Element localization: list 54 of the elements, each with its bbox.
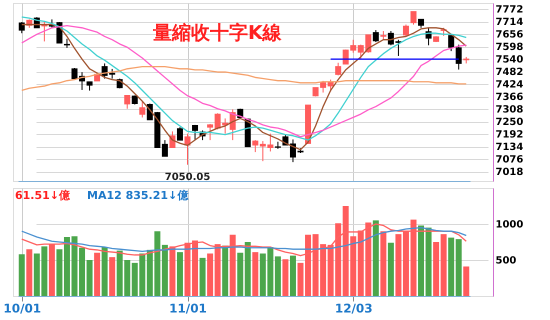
candlestick: [335, 62, 342, 76]
bar: [290, 256, 296, 296]
candlestick: [410, 11, 416, 26]
candlestick: [192, 124, 198, 141]
y-tick-label: 7598: [496, 42, 524, 54]
annotation: 61.51↓億: [15, 189, 72, 202]
bar: [244, 242, 251, 296]
candlestick: [176, 126, 183, 141]
line-series: [21, 66, 467, 92]
y-tick-label: 7076: [496, 154, 524, 166]
bar: [380, 231, 386, 296]
bar: [372, 220, 379, 296]
y-tick-label: 7134: [496, 142, 524, 154]
bar: [252, 252, 258, 296]
y-tick-label: 7250: [496, 117, 524, 128]
bar: [94, 252, 100, 296]
bar: [222, 246, 228, 296]
x-tick-label: 11/01: [169, 302, 207, 316]
y-tick-label: 7308: [496, 104, 524, 116]
y-tick-label: 7540: [496, 54, 524, 66]
candlestick: [448, 35, 454, 52]
x-tick-label: 10/01: [3, 302, 42, 316]
bar: [388, 242, 394, 296]
annotation: 7050.05: [164, 172, 210, 183]
bar: [463, 266, 470, 296]
bar: [200, 258, 206, 296]
bar: [282, 259, 288, 296]
y-tick-label: 7018: [496, 167, 524, 178]
candlestick: [41, 21, 48, 42]
bar: [109, 257, 116, 296]
y-tick-label: 1000: [496, 220, 524, 230]
annotation: 量縮收十字K線: [152, 22, 283, 44]
candlestick: [64, 38, 70, 48]
y-tick-label: 7366: [496, 92, 524, 104]
candlestick: [124, 94, 130, 110]
y-tick-label: 7656: [496, 30, 524, 41]
candlestick: [402, 24, 409, 36]
bar: [102, 247, 108, 296]
candlestick: [18, 21, 25, 34]
y-tick-label: 7714: [496, 17, 524, 28]
x-tick-label: 12/03: [334, 302, 373, 316]
bar: [26, 249, 32, 296]
y-tick-label: 500: [496, 256, 516, 266]
bar: [237, 252, 244, 296]
candlestick: [456, 44, 462, 70]
candlestick: [139, 100, 146, 118]
y-tick-label: 7482: [496, 67, 524, 78]
y-tick-label: 7772: [496, 4, 524, 16]
y-tick-label: 7192: [496, 130, 524, 141]
annotation: MA12 835.21↓億: [87, 189, 190, 202]
bar: [176, 252, 183, 296]
candlestick: [372, 30, 379, 43]
bar: [18, 254, 25, 296]
y-tick-label: 7424: [496, 80, 524, 91]
